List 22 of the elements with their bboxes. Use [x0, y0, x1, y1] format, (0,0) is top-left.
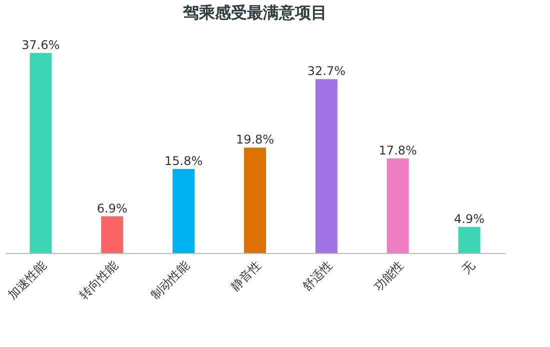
data-label: 37.6%: [22, 38, 60, 52]
x-tick-label: 转向性能: [76, 258, 121, 302]
data-label: 17.8%: [378, 143, 417, 158]
bar: [458, 226, 480, 253]
bar: [386, 158, 409, 253]
data-label: 15.8%: [164, 154, 203, 168]
x-tick-label: 功能性: [370, 258, 406, 294]
x-tick-label: 加速性能: [5, 258, 50, 302]
x-tick-label: 制动性能: [148, 258, 192, 302]
data-label: 32.7%: [307, 64, 346, 78]
bar: [172, 168, 195, 253]
bar: [315, 79, 338, 253]
chart-title: 驾乘感受最满意项目: [182, 3, 327, 22]
bar: [101, 216, 124, 253]
data-label: 6.9%: [96, 201, 128, 216]
data-label: 19.8%: [236, 132, 274, 147]
bar: [244, 148, 266, 253]
x-tick-label: 静音性: [228, 258, 264, 294]
x-tick-label: 舒适性: [300, 258, 335, 294]
data-label: 4.9%: [454, 212, 485, 226]
bar: [30, 53, 52, 253]
x-tick-label: 无: [459, 258, 478, 276]
